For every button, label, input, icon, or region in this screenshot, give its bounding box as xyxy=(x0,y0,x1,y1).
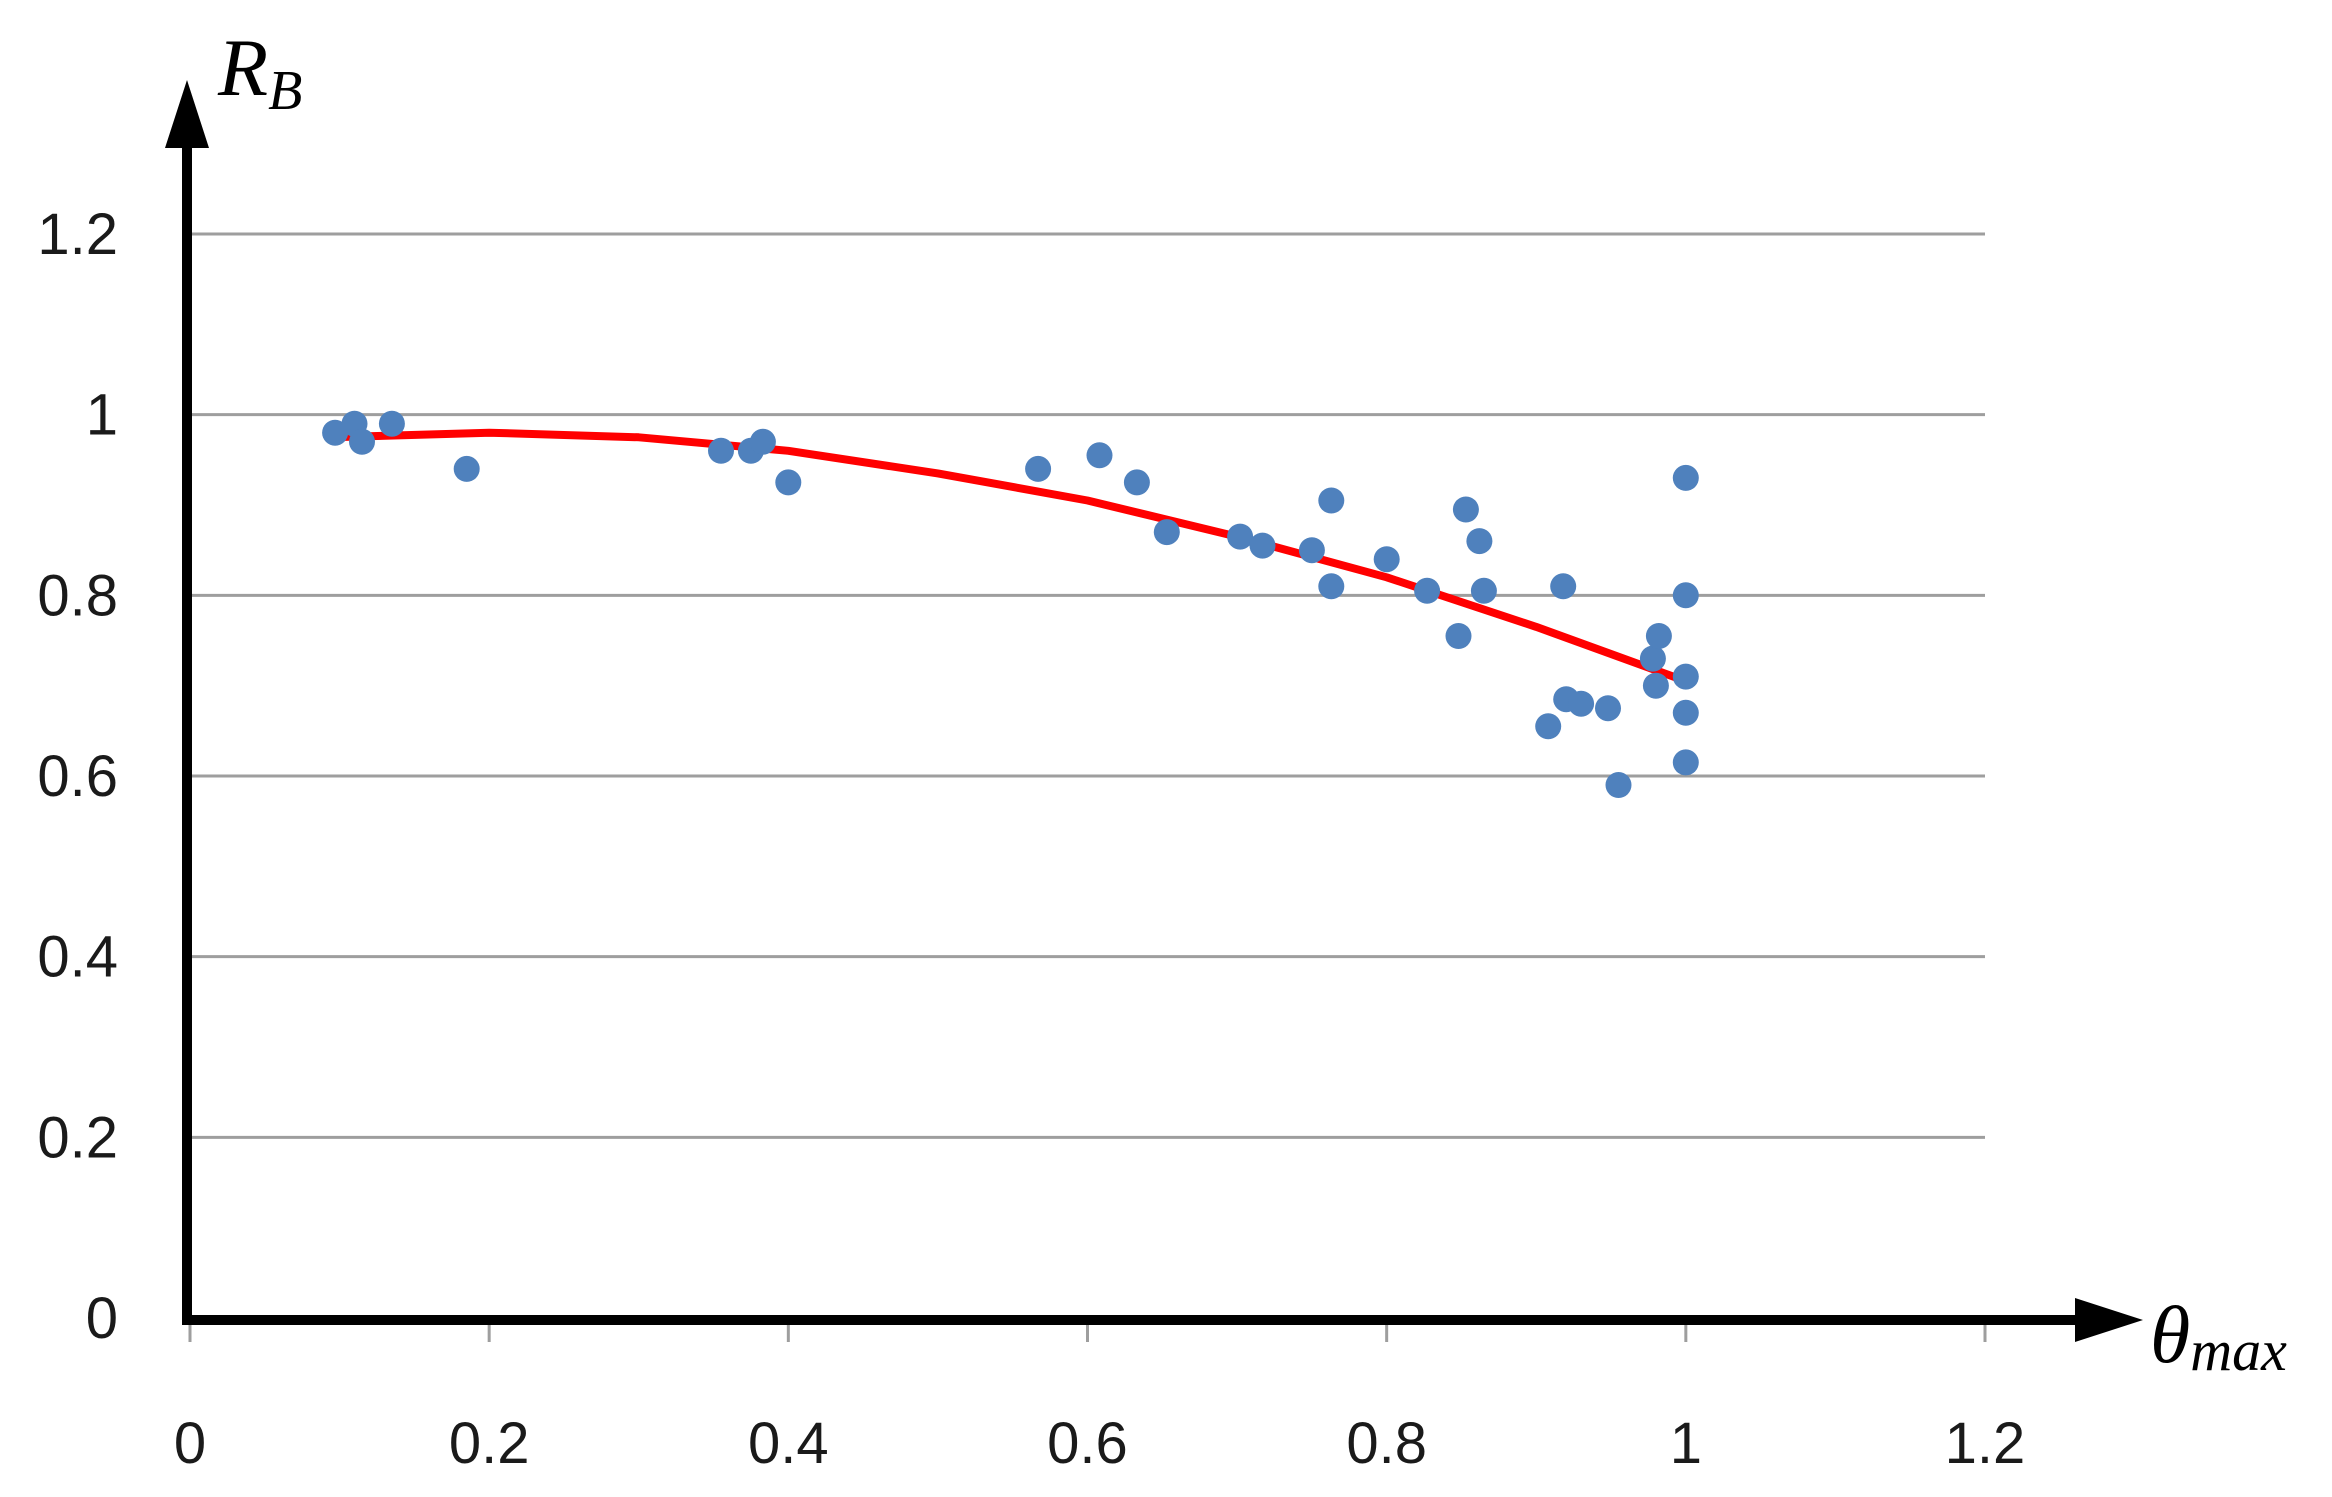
data-point-13 xyxy=(1227,523,1254,550)
data-point-17 xyxy=(1318,573,1345,600)
data-point-20 xyxy=(1445,623,1472,649)
x-tick-label-6: 1.2 xyxy=(1945,1411,2026,1476)
data-point-37 xyxy=(1672,749,1699,776)
data-point-18 xyxy=(1373,546,1400,573)
y-axis-arrow xyxy=(165,80,209,148)
x-tick-label-1: 0.2 xyxy=(449,1411,530,1476)
data-point-9 xyxy=(1025,455,1052,482)
y-axis-title-main: R xyxy=(217,22,268,113)
x-tick-label-2: 0.4 xyxy=(748,1411,829,1476)
tick-labels: 0 0.2 0.4 0.6 0.8 1 1.2 0 0.2 0.4 0.6 0.8 1 1.2 xyxy=(37,202,2025,1476)
data-point-24 xyxy=(1535,713,1562,740)
x-tick-label-5: 1 xyxy=(1670,1411,1702,1476)
data-point-30 xyxy=(1639,645,1666,672)
data-point-10 xyxy=(1086,442,1113,469)
data-point-25 xyxy=(1550,573,1577,600)
data-point-36 xyxy=(1672,699,1699,726)
trendline-layer xyxy=(328,428,1690,686)
data-point-5 xyxy=(708,437,734,464)
x-tick-label-0: 0 xyxy=(174,1411,206,1476)
data-point-3 xyxy=(378,410,405,437)
data-point-4 xyxy=(453,455,480,482)
data-point-21 xyxy=(1452,496,1479,523)
data-point-11 xyxy=(1123,469,1150,496)
y-tick-label-4: 0.8 xyxy=(37,563,118,628)
data-point-7 xyxy=(749,428,776,455)
data-point-32 xyxy=(1645,623,1672,649)
data-point-16 xyxy=(1318,487,1345,514)
data-points xyxy=(322,410,1699,798)
data-point-29 xyxy=(1605,772,1632,798)
data-point-27 xyxy=(1568,690,1595,717)
x-axis-arrow xyxy=(2075,1298,2143,1342)
data-point-34 xyxy=(1672,582,1699,609)
data-point-22 xyxy=(1466,528,1493,555)
y-tick-label-1: 0.2 xyxy=(37,1105,118,1170)
gridlines xyxy=(188,232,1987,1342)
axes xyxy=(165,80,2143,1342)
data-point-33 xyxy=(1672,464,1699,491)
data-point-19 xyxy=(1414,577,1441,604)
data-point-23 xyxy=(1470,577,1497,604)
data-point-35 xyxy=(1672,663,1699,690)
y-tick-label-2: 0.4 xyxy=(37,925,118,990)
trendline xyxy=(328,428,1690,686)
y-axis-title: RB xyxy=(217,22,302,122)
x-tick-label-4: 0.8 xyxy=(1346,1411,1427,1476)
y-tick-label-5: 1 xyxy=(86,383,118,448)
y-tick-label-3: 0.6 xyxy=(37,744,118,809)
y-tick-label-0: 0 xyxy=(86,1286,118,1351)
x-axis-title-main: θ xyxy=(2150,1289,2190,1380)
y-tick-label-6: 1.2 xyxy=(37,202,118,267)
data-point-14 xyxy=(1249,532,1276,559)
y-axis-title-sub: B xyxy=(268,60,302,122)
data-point-28 xyxy=(1595,695,1621,722)
x-tick-label-3: 0.6 xyxy=(1047,1411,1128,1476)
data-point-31 xyxy=(1642,672,1669,699)
data-point-15 xyxy=(1298,537,1325,564)
data-point-0 xyxy=(322,419,349,446)
x-axis-title: θmax xyxy=(2150,1289,2287,1383)
data-point-8 xyxy=(775,469,802,496)
data-point-12 xyxy=(1153,519,1180,546)
x-axis-title-sub: max xyxy=(2190,1318,2287,1383)
data-point-2 xyxy=(349,428,375,455)
